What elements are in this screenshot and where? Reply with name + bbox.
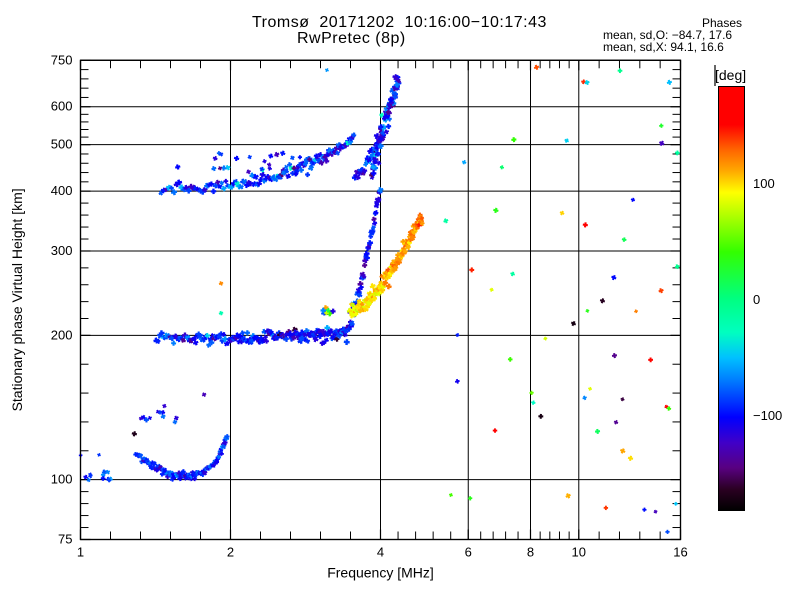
svg-text:100: 100 <box>753 176 775 191</box>
svg-text:8: 8 <box>527 545 534 560</box>
svg-text:mean, sd,X: 94.1, 16.6: mean, sd,X: 94.1, 16.6 <box>603 40 724 54</box>
svg-text:750: 750 <box>51 52 73 67</box>
svg-text:Frequency [MHz]: Frequency [MHz] <box>327 565 434 581</box>
svg-text:500: 500 <box>51 137 73 152</box>
svg-text:10: 10 <box>572 545 586 560</box>
svg-text:[deg]: [deg] <box>715 67 746 83</box>
svg-text:2: 2 <box>227 545 234 560</box>
svg-text:75: 75 <box>58 532 72 547</box>
svg-text:16: 16 <box>673 545 687 560</box>
svg-text:6: 6 <box>465 545 472 560</box>
svg-text:Stationary phase Virtual Heigh: Stationary phase Virtual Height [km] <box>9 188 25 411</box>
svg-text:300: 300 <box>51 243 73 258</box>
svg-text:−100: −100 <box>753 408 782 423</box>
svg-text:4: 4 <box>377 545 384 560</box>
svg-text:1: 1 <box>77 545 84 560</box>
svg-text:400: 400 <box>51 183 73 198</box>
svg-text:0: 0 <box>753 292 760 307</box>
svg-text:200: 200 <box>51 327 73 342</box>
svg-text:100: 100 <box>51 472 73 487</box>
svg-text:600: 600 <box>51 99 73 114</box>
